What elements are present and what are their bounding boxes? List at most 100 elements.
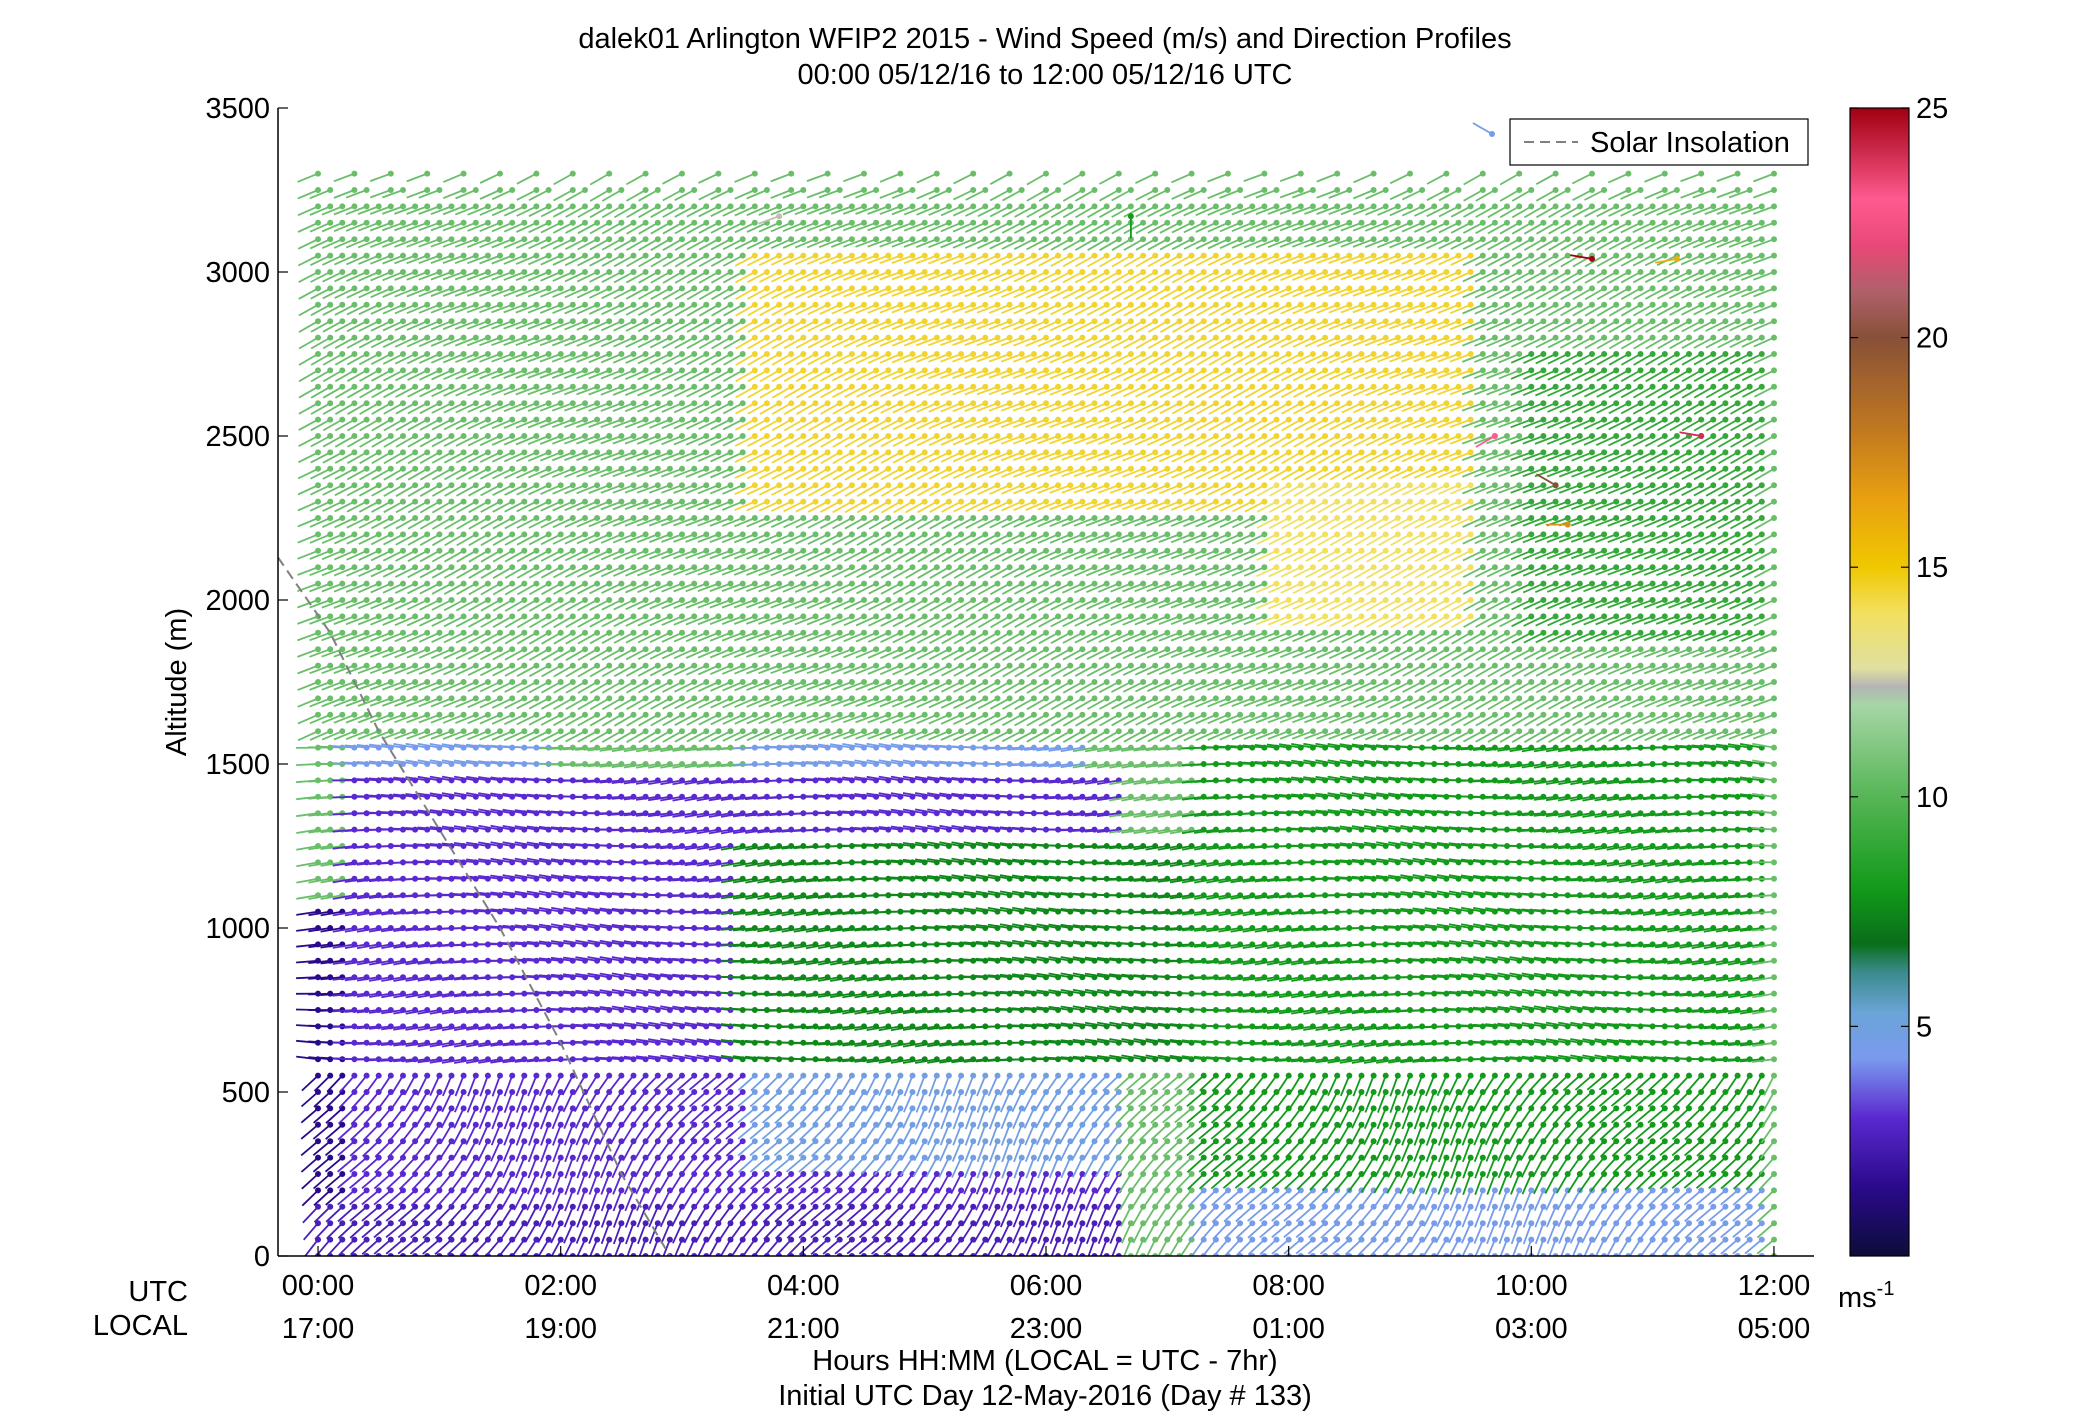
wind-barb-point — [412, 269, 419, 275]
wind-barb-point — [521, 449, 528, 456]
wind-barb-staff — [424, 1173, 441, 1192]
wind-barb-point — [691, 187, 698, 193]
wind-barb-point — [460, 728, 467, 735]
wind-barb-staff — [368, 1025, 391, 1030]
wind-barb-staff — [296, 845, 319, 851]
wind-barb-staff — [310, 287, 331, 300]
wind-barb-staff — [369, 943, 391, 950]
wind-barb-point — [654, 252, 661, 259]
wind-barb-point — [606, 187, 613, 193]
wind-barb-staff — [434, 1238, 453, 1255]
wind-barb-point — [351, 613, 358, 620]
wind-barb-point — [691, 711, 698, 718]
wind-barb-point — [642, 547, 649, 554]
wind-barb-staff — [429, 860, 452, 864]
wind-barb-staff — [332, 845, 355, 850]
wind-barb-point — [606, 252, 613, 259]
wind-barb-staff — [298, 418, 319, 431]
wind-barb-staff — [431, 648, 452, 660]
wind-barb-staff — [441, 992, 464, 998]
wind-barb-staff — [332, 959, 355, 965]
wind-barb-point — [375, 1171, 382, 1177]
wind-barb-staff — [296, 877, 319, 884]
wind-barb-point — [545, 433, 552, 439]
wind-barb-point — [339, 1121, 346, 1128]
wind-barb-staff — [418, 189, 440, 199]
wind-barb-point — [545, 1072, 552, 1079]
wind-barb-point — [460, 531, 467, 538]
wind-barb-staff — [429, 1025, 452, 1032]
wind-barb-point — [509, 695, 516, 702]
wind-barb-point — [679, 580, 685, 587]
wind-barb-staff — [357, 631, 380, 642]
wind-barb-point — [351, 301, 358, 308]
wind-barb-point — [703, 580, 710, 587]
wind-barb-point — [436, 449, 443, 456]
wind-barb-point — [339, 498, 346, 505]
wind-barb-staff — [321, 533, 343, 545]
wind-barb-point — [315, 465, 321, 472]
wind-barb-staff — [442, 205, 464, 216]
wind-barb-point — [509, 1089, 516, 1095]
wind-barb-staff — [418, 697, 440, 708]
wind-barb-point — [727, 400, 734, 407]
wind-barb-point — [375, 318, 382, 325]
wind-barb-staff — [333, 648, 355, 658]
wind-barb-point — [666, 1089, 673, 1095]
wind-barb-point — [654, 465, 661, 472]
wind-barb-point — [424, 416, 431, 423]
wind-barb-point — [509, 515, 516, 521]
wind-barb-point — [727, 1121, 734, 1128]
wind-barb-point — [594, 285, 601, 292]
wind-barb-point — [594, 400, 601, 407]
wind-barb-staff — [442, 320, 464, 330]
wind-barb-point — [715, 695, 722, 702]
wind-barb-staff — [357, 238, 380, 249]
wind-barb-point — [630, 334, 637, 341]
wind-barb-point — [351, 498, 358, 505]
wind-barb-point — [763, 1171, 770, 1177]
wind-barb-point — [351, 236, 358, 243]
wind-barb-staff — [417, 959, 440, 965]
wind-barb-point — [763, 531, 770, 538]
wind-barb-point — [339, 695, 346, 702]
wind-barb-point — [739, 1171, 746, 1177]
wind-barb-point — [497, 334, 503, 341]
wind-barb-point — [363, 531, 370, 538]
wind-barb-point — [484, 334, 491, 341]
wind-barb-staff — [346, 468, 368, 481]
wind-barb-point — [521, 285, 528, 292]
wind-barb-point — [739, 580, 746, 587]
wind-barb-staff — [395, 402, 416, 415]
wind-barb-staff — [333, 221, 355, 233]
wind-barb-point — [448, 711, 455, 718]
wind-barb-staff — [385, 1189, 404, 1206]
wind-barb-point — [521, 580, 528, 587]
wind-barb-staff — [406, 303, 428, 315]
wind-barbs — [295, 170, 1777, 1256]
wind-barb-point — [569, 449, 576, 456]
wind-barb-point — [315, 203, 321, 210]
wind-barb-staff — [395, 386, 416, 398]
wind-barb-staff — [297, 189, 319, 200]
wind-barb-staff — [373, 1173, 392, 1190]
wind-barb-point — [533, 1072, 540, 1079]
wind-barb-point — [679, 219, 685, 226]
wind-barb-point — [448, 301, 455, 308]
wind-barb-point — [739, 547, 746, 554]
wind-barb-staff — [693, 1255, 695, 1256]
wind-barb-staff — [326, 1238, 343, 1256]
wind-barb-point — [618, 597, 625, 603]
wind-barb-staff — [395, 418, 416, 432]
wind-barb-point — [533, 498, 540, 505]
wind-barb-staff — [349, 1238, 368, 1256]
wind-barb-point — [763, 1154, 770, 1161]
wind-barb-point — [630, 515, 637, 521]
wind-barb-point — [363, 515, 370, 521]
wind-barb-staff — [417, 1009, 440, 1015]
wind-barb-point — [315, 711, 321, 718]
wind-barb-staff — [356, 894, 379, 900]
wind-barb-point — [582, 728, 588, 735]
wind-barb-staff — [439, 1124, 453, 1145]
wind-barb-staff — [442, 303, 464, 314]
